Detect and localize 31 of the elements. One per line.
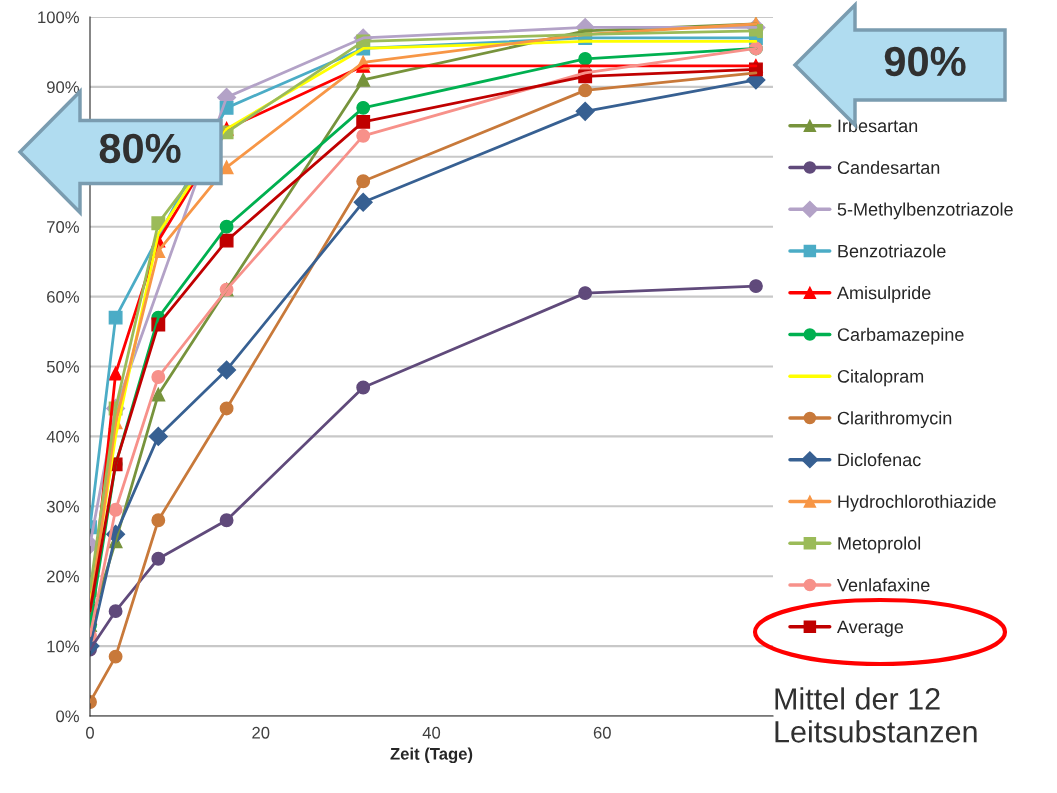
- text: Mittel der 12 Leitsubstanzen: [775, 687, 977, 743]
- legend-label: Diclofenac: [838, 452, 921, 467]
- y-tick-label: 10%: [47, 640, 79, 653]
- text: 90%: [884, 46, 966, 77]
- legend-label: Amisulpride: [836, 285, 931, 303]
- legend-label: 5-Methylbenzotriazole: [837, 202, 1013, 220]
- x-tick-label: 60: [593, 726, 611, 739]
- legend-label: Benzotriazole: [838, 244, 946, 258]
- x-tick-label: 40: [422, 726, 441, 739]
- y-tick-label: 100%: [38, 11, 79, 24]
- legend-label: Metoprolol: [838, 536, 921, 554]
- y-tick-label: 20%: [47, 570, 79, 583]
- y-tick-label: 40%: [46, 430, 79, 443]
- x-axis-title: Zeit (Tage): [390, 747, 473, 764]
- y-tick-label: 30%: [46, 500, 79, 513]
- y-tick-label: 0%: [56, 710, 79, 723]
- annotation: 80%: [99, 133, 181, 164]
- legend-label: Citalopram: [837, 369, 924, 387]
- legend-label: Average: [836, 620, 904, 637]
- x-tick-label: 20: [252, 726, 270, 739]
- x-tick-label: 0: [86, 726, 94, 739]
- legend-label: Venlafaxine: [837, 578, 930, 592]
- legend-label: Irbesartan: [838, 119, 918, 133]
- y-tick-label: 50%: [46, 360, 79, 373]
- y-tick-label: 70%: [47, 221, 79, 233]
- y-tick-label: 60%: [47, 291, 79, 303]
- legend-label: Carbamazepine: [837, 327, 964, 345]
- legend-label: Candesartan: [837, 160, 940, 175]
- legend-label: Hydrochlorothiazide: [838, 494, 996, 512]
- y-tick-label: 90%: [47, 81, 79, 94]
- legend-label: Clarithromycin: [837, 411, 952, 429]
